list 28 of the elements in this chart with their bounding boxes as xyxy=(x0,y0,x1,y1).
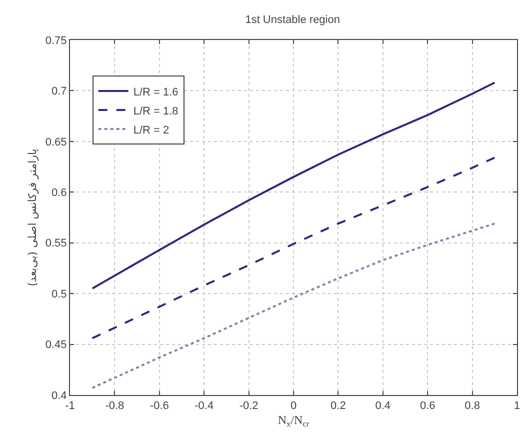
x-tick-label: 0.8 xyxy=(464,400,480,412)
line-series xyxy=(91,82,496,290)
x-tick-label: -0.2 xyxy=(239,400,258,412)
x-tick-label: -1 xyxy=(65,400,75,412)
legend-label: L/R = 2 xyxy=(133,124,170,136)
x-tick-label: -0.6 xyxy=(150,400,169,412)
x-axis-title: N$_{x}$/N$_{cr}$ xyxy=(278,413,310,429)
line-series xyxy=(91,156,496,340)
x-tick-label: -0.8 xyxy=(105,400,124,412)
legend-label: L/R = 1.6 xyxy=(133,86,178,98)
x-tick-label: -0.4 xyxy=(194,400,214,412)
y-tick-label: 0.5 xyxy=(52,288,67,300)
y-tick-label: 0.45 xyxy=(45,339,67,352)
y-tick-label: 0.4 xyxy=(52,390,67,402)
x-tick-label: 1 xyxy=(514,400,520,412)
x-tick-label: 0.2 xyxy=(330,400,346,412)
chart-title: 1st Unstable region xyxy=(245,14,340,26)
line-series xyxy=(91,222,496,389)
x-tick-label: 0 xyxy=(290,400,297,412)
y-tick-label: 0.75 xyxy=(45,34,67,47)
y-axis-title: پارامتر فرکانس اصلی (بی‌بعد) xyxy=(26,148,40,286)
y-tick-label: 0.55 xyxy=(45,238,67,250)
x-tick-label: 0.4 xyxy=(375,400,391,412)
y-tick-label: 0.7 xyxy=(52,86,67,98)
y-tick-label: 0.6 xyxy=(52,186,67,199)
legend-label: L/R = 1.8 xyxy=(133,105,178,118)
y-tick-label: 0.65 xyxy=(45,136,67,148)
x-tick-label: 0.6 xyxy=(420,400,436,412)
